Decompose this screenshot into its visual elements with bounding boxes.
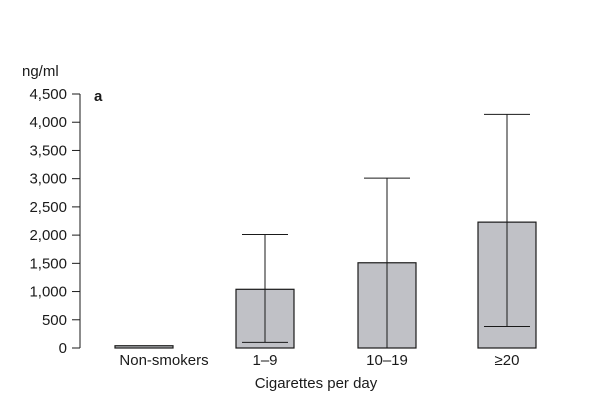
y-axis-title: ng/ml: [22, 63, 59, 80]
y-ticks: 0 500 1,000 1,500 2,000 2,500 3,000 3,500 4,000 4…: [29, 86, 80, 357]
y-tick-label: 0: [59, 340, 67, 357]
bars: [114, 113, 537, 349]
y-tick-label: 3,500: [29, 142, 67, 159]
bar: [114, 345, 174, 349]
x-ticks: Non-smokers 1–9 10–19 ≥20: [119, 352, 519, 369]
y-tick-label: 1,500: [29, 255, 67, 272]
y-tick-label: 2,000: [29, 227, 67, 244]
panel-label: a: [94, 88, 103, 105]
y-tick-label: 4,000: [29, 114, 67, 131]
x-tick-label: 10–19: [366, 352, 408, 369]
y-tick-label: 3,000: [29, 171, 67, 188]
y-tick-label: 1,000: [29, 284, 67, 301]
y-tick-label: 2,500: [29, 199, 67, 216]
y-tick-label: 4,500: [29, 86, 67, 103]
x-axis-title: Cigarettes per day: [255, 375, 378, 392]
x-tick-label: 1–9: [252, 352, 277, 369]
x-tick-label: ≥20: [495, 352, 520, 369]
x-tick-label: Non-smokers: [119, 352, 208, 369]
y-tick-label: 500: [42, 312, 67, 329]
